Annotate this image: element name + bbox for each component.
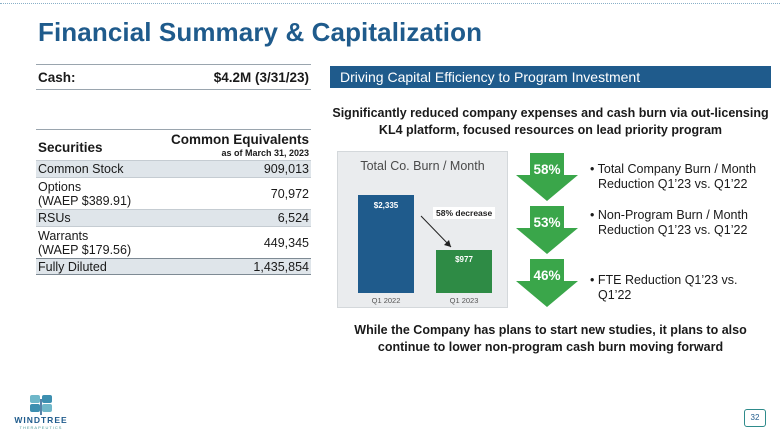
bar-data-label: $977	[455, 255, 473, 264]
bullet-line2: Q1’22	[598, 288, 632, 302]
bar-q1-2022	[358, 195, 414, 293]
reduction-arrow: 53%	[516, 206, 578, 254]
row-label: Options (WAEP $389.91)	[38, 180, 131, 208]
intro-text: Significantly reduced company expenses a…	[332, 106, 769, 137]
bullet-line1: Non-Program Burn / Month	[597, 208, 748, 222]
page-number: 32	[744, 409, 766, 427]
row-label-line2: (WAEP $389.91)	[38, 193, 132, 208]
row-value: 909,013	[263, 162, 309, 176]
table-row: RSUs 6,524	[36, 209, 311, 226]
reduction-percent: 46%	[533, 268, 561, 283]
logo-name: WINDTREE	[14, 415, 68, 425]
decrease-callout: 58% decrease	[433, 207, 496, 219]
reduction-bullet: • FTE Reduction Q1’23 vs. Q1’22	[590, 273, 775, 303]
table-row-total: Fully Diluted 1,435,854	[36, 258, 311, 275]
cash-row: Cash: $4.2M (3/31/23)	[36, 64, 311, 90]
reduction-percent: 53%	[533, 215, 561, 230]
down-arrow-icon	[516, 153, 578, 201]
row-label: Common Stock	[38, 162, 124, 176]
burn-chart: Total Co. Burn / Month $2,335 $977 Q1 20…	[337, 151, 508, 308]
row-value: 1,435,854	[253, 259, 309, 274]
common-equivalents-title: Common Equivalents	[170, 132, 309, 147]
row-value: 449,345	[263, 235, 309, 250]
row-label-line2: (WAEP $179.56)	[38, 242, 132, 257]
bar-q1-2023	[436, 250, 492, 293]
bullet-line2: Reduction Q1’23 vs. Q1’22	[598, 223, 748, 237]
decrease-arrow-icon	[420, 215, 452, 248]
down-arrow-icon	[516, 206, 578, 254]
bullet-line2: Reduction Q1’23 vs. Q1’22	[598, 177, 748, 191]
common-equivalents-header: Common Equivalents as of March 31, 2023	[171, 132, 309, 158]
row-label: Fully Diluted	[38, 259, 107, 274]
bullet-line1: FTE Reduction Q1’23 vs.	[597, 273, 738, 287]
cash-value: $4.2M (3/31/23)	[213, 69, 309, 85]
x-tick-label: Q1 2022	[371, 296, 401, 305]
footer-note: While the Company has plans to start new…	[354, 323, 747, 354]
table-header: Securities Common Equivalents as of Marc…	[36, 129, 311, 160]
reduction-bullet: • Total Company Burn / Month Reduction Q…	[590, 162, 775, 192]
reduction-arrow: 58%	[516, 153, 578, 201]
logo-subtitle: THERAPEUTICS	[19, 425, 63, 430]
row-value: 70,972	[270, 186, 309, 201]
chart-title: Total Co. Burn / Month	[360, 159, 485, 173]
tree-logo-icon	[30, 395, 52, 415]
reduction-percent: 58%	[533, 162, 561, 177]
table-row: Common Stock 909,013	[36, 160, 311, 177]
down-arrow-icon	[516, 259, 578, 307]
page-title: Financial Summary & Capitalization	[38, 17, 483, 47]
company-logo: WINDTREE THERAPEUTICS	[6, 393, 76, 430]
bar-data-label: $2,335	[373, 201, 399, 210]
securities-column-header: Securities	[38, 140, 103, 155]
cash-label: Cash:	[38, 69, 76, 85]
row-label-line1: Warrants	[38, 228, 89, 243]
top-divider	[0, 3, 780, 4]
table-row: Options (WAEP $389.91) 70,972	[36, 177, 311, 209]
row-value: 6,524	[277, 211, 309, 225]
table-row: Warrants (WAEP $179.56) 449,345	[36, 226, 311, 258]
reduction-arrow: 46%	[516, 259, 578, 307]
row-label: RSUs	[38, 211, 71, 225]
x-tick-label: Q1 2023	[449, 296, 479, 305]
securities-table: Securities Common Equivalents as of Marc…	[36, 129, 311, 275]
reduction-bullet: • Non-Program Burn / Month Reduction Q1’…	[590, 208, 775, 238]
row-label-line1: Options	[38, 179, 82, 194]
common-equivalents-date: as of March 31, 2023	[221, 148, 309, 158]
bullet-line1: Total Company Burn / Month	[597, 162, 757, 176]
section-banner: Driving Capital Efficiency to Program In…	[330, 66, 771, 88]
row-label: Warrants (WAEP $179.56)	[38, 229, 131, 257]
